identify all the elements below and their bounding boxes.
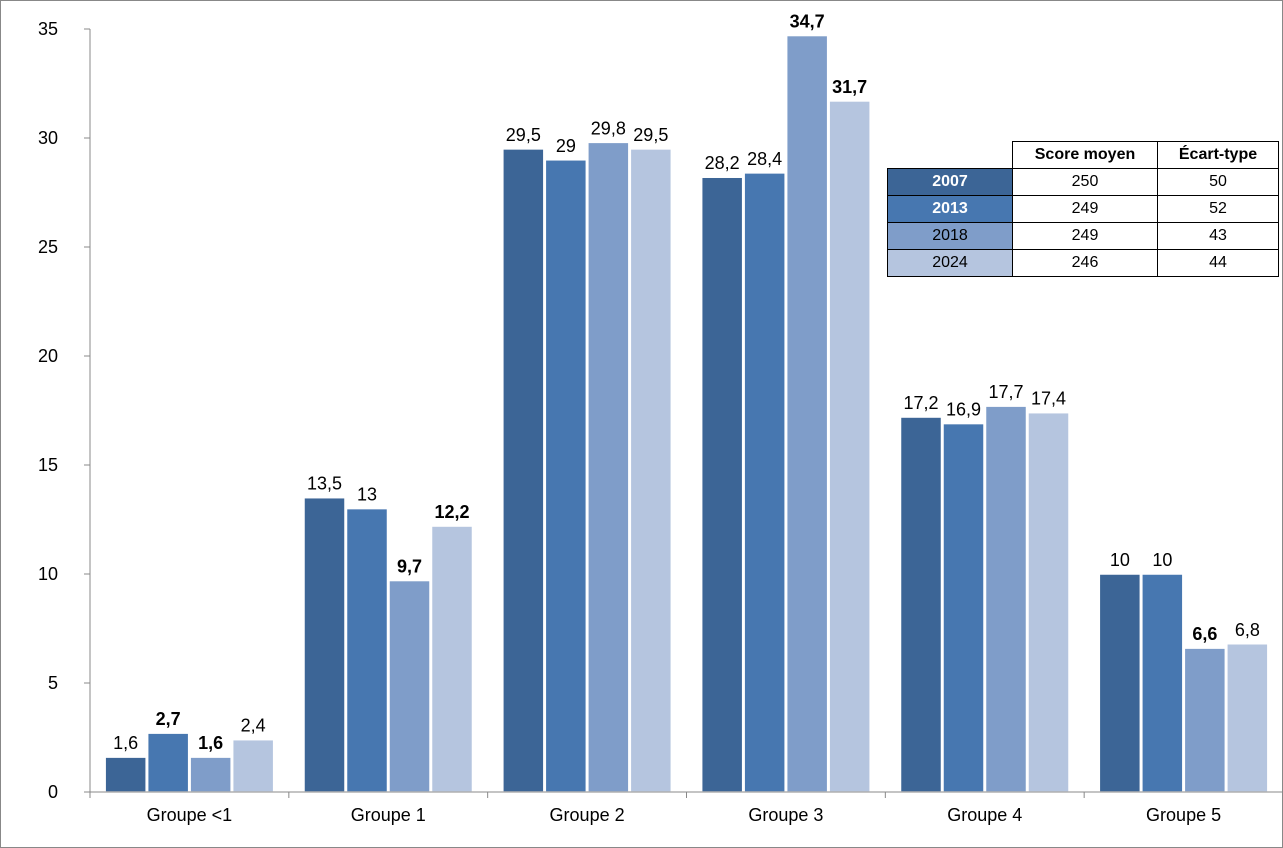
legend-score: 249 [1012,222,1158,250]
x-axis: Groupe <1 Groupe 1 Groupe 2 Groupe 3 Groupe … [89,791,1283,825]
data-label: 2,7 [156,709,181,729]
bar-series [104,34,1269,793]
x-tick-label: Groupe 4 [947,805,1022,825]
data-label: 31,7 [832,77,867,97]
legend-score: 249 [1012,195,1158,223]
data-label: 16,9 [946,400,981,420]
legend-sd: 52 [1157,195,1279,223]
bar-2007-0 [104,756,147,793]
legend-sd: 44 [1157,249,1279,277]
x-tick-label: Groupe <1 [147,805,233,825]
x-tick-label: Groupe 3 [748,805,823,825]
legend-score: 246 [1012,249,1158,277]
data-label: 13 [357,485,377,505]
y-tick-label: 30 [38,128,58,148]
data-label: 28,4 [747,149,782,169]
legend-year-swatch: 2018 [887,222,1013,250]
data-label: 6,8 [1235,620,1260,640]
x-tick-label: Groupe 1 [351,805,426,825]
legend-sd: 50 [1157,168,1279,196]
bar-2007-3 [700,176,744,793]
data-label: 12,2 [434,502,469,522]
data-label: 2,4 [241,716,266,736]
bar-2024-3 [828,100,871,793]
data-label: 13,5 [307,474,342,494]
data-label: 29,5 [506,125,541,145]
y-axis: 0 5 10 15 20 25 30 35 [38,19,91,802]
bar-2018-0 [189,756,232,793]
bar-2024-2 [629,148,673,793]
data-labels: 1,6 2,7 1,6 2,4 13,5 13 9,7 12,2 29,5 29 29,8 29,5 2… [113,12,1260,754]
data-label: 10 [1152,550,1172,570]
legend-header-score: Score moyen [1012,141,1158,169]
x-tick-label: Groupe 5 [1146,805,1221,825]
legend-table: Score moyen Écart-type 2007 250 50 2013 249 5… [887,141,1279,277]
y-tick-label: 0 [48,782,58,802]
data-label: 1,6 [198,733,223,753]
bar-2013-4 [942,422,985,793]
bar-2013-2 [544,159,588,793]
data-label: 29 [556,136,576,156]
data-label: 10 [1110,550,1130,570]
bar-2013-0 [146,732,190,793]
data-label: 34,7 [790,12,825,32]
bar-2007-4 [899,416,943,793]
data-label: 1,6 [113,733,138,753]
bar-2007-2 [502,148,545,793]
bar-2007-1 [303,496,346,793]
bar-2007-5 [1098,573,1142,793]
legend-year-swatch: 2024 [887,249,1013,277]
legend-row: 2007 250 50 [887,168,1279,196]
bar-2018-4 [984,405,1028,793]
bar-2024-5 [1226,643,1269,793]
data-label: 17,2 [903,393,938,413]
data-label: 9,7 [397,557,422,577]
data-label: 29,5 [633,125,668,145]
data-label: 28,2 [705,153,740,173]
legend-header-row: Score moyen Écart-type [888,141,1279,169]
bar-2024-1 [430,525,474,793]
y-tick-label: 15 [38,455,58,475]
bar-2013-5 [1141,573,1184,793]
data-label: 17,4 [1031,389,1066,409]
bar-2024-4 [1027,411,1070,793]
data-label: 17,7 [988,382,1023,402]
data-label: 6,6 [1192,624,1217,644]
legend-header-blank [888,142,1013,169]
data-label: 29,8 [591,118,626,138]
bar-2013-3 [743,172,786,793]
y-tick-label: 25 [38,237,58,257]
bar-2018-3 [785,34,829,793]
bar-2018-5 [1183,647,1227,793]
y-tick-label: 5 [48,673,58,693]
y-tick-label: 20 [38,346,58,366]
bar-2024-0 [231,738,275,793]
y-tick-label: 10 [38,564,58,584]
y-tick-label: 35 [38,19,58,39]
bar-2013-1 [345,507,389,793]
legend-header-sd: Écart-type [1157,141,1279,169]
bar-2018-2 [587,141,630,793]
x-tick-label: Groupe 2 [550,805,625,825]
legend-row: 2013 249 52 [887,195,1279,223]
legend-sd: 43 [1157,222,1279,250]
legend-year-swatch: 2007 [887,168,1013,196]
bar-2018-1 [388,579,431,793]
legend-year-swatch: 2013 [887,195,1013,223]
legend-score: 250 [1012,168,1158,196]
legend-row: 2018 249 43 [887,222,1279,250]
legend-row: 2024 246 44 [887,249,1279,277]
